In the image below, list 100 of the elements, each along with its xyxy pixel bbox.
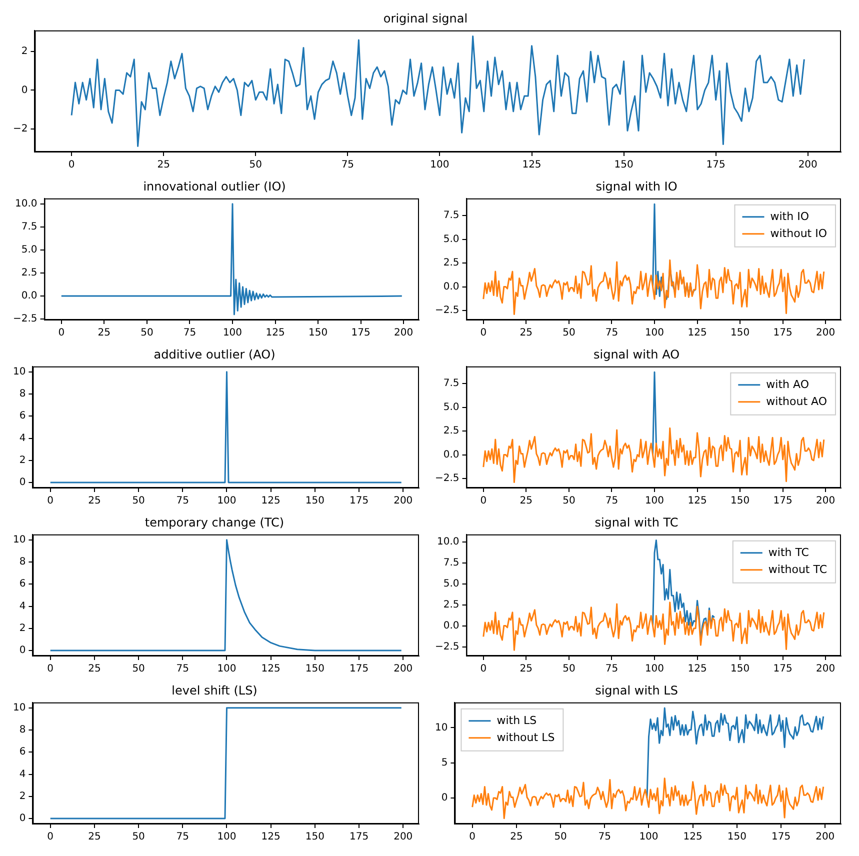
y-tick-label: 10.0 — [437, 536, 460, 548]
x-tick-label: 75 — [176, 664, 190, 675]
x-tick-label: 150 — [727, 832, 746, 843]
x-tick-label: 0 — [47, 832, 54, 843]
chart-title: innovational outlier (IO) — [143, 179, 286, 194]
x-tick-label: 150 — [308, 328, 328, 339]
x-tick-label: 175 — [349, 496, 369, 507]
y-tick-label: 6 — [19, 746, 26, 758]
x-tick-label: 0 — [47, 664, 54, 675]
legend-label: with LS — [496, 714, 537, 727]
y-tick-label: 10 — [12, 534, 26, 546]
legend-label: with AO — [766, 378, 810, 391]
y-tick-label: 10 — [12, 702, 26, 714]
x-tick-label: 75 — [183, 328, 196, 339]
x-tick-label: 100 — [430, 160, 450, 171]
x-tick-label: 75 — [605, 496, 618, 507]
chart-title: additive outlier (AO) — [154, 347, 276, 362]
legend-label: without AO — [766, 394, 828, 408]
x-tick-label: 100 — [644, 664, 664, 675]
x-tick-label: 125 — [522, 160, 542, 171]
x-tick-label: 125 — [261, 832, 280, 843]
y-tick-label: 0.0 — [443, 449, 460, 460]
x-tick-label: 200 — [816, 328, 836, 339]
chart-title: signal with AO — [593, 347, 680, 362]
chart-title: signal with LS — [595, 683, 678, 698]
x-tick-label: 125 — [683, 832, 702, 843]
y-tick-label: 0 — [441, 792, 448, 804]
x-tick-label: 50 — [562, 664, 576, 675]
x-tick-label: 0 — [469, 832, 476, 843]
x-tick-label: 0 — [480, 664, 487, 675]
y-tick-label: −2.5 — [12, 314, 38, 325]
y-tick-label: 4 — [19, 768, 26, 780]
y-tick-label: 6 — [19, 410, 26, 422]
x-tick-label: 200 — [394, 496, 413, 507]
x-tick-label: 0 — [68, 160, 75, 171]
y-tick-label: 7.5 — [443, 210, 460, 222]
x-tick-label: 200 — [394, 832, 413, 843]
x-tick-label: 175 — [773, 328, 792, 339]
y-tick-label: 6 — [19, 578, 26, 590]
x-tick-label: 25 — [520, 664, 533, 675]
y-tick-label: 0.0 — [443, 281, 460, 292]
y-tick-label: 7.5 — [443, 378, 460, 390]
x-tick-label: 175 — [706, 160, 726, 171]
y-tick-label: 4 — [19, 432, 26, 444]
chart-title: signal with TC — [594, 515, 678, 530]
chart-title: temporary change (TC) — [144, 515, 284, 530]
y-tick-label: 7.5 — [21, 222, 38, 233]
x-tick-label: 175 — [349, 664, 369, 675]
y-tick-label: 5 — [441, 757, 448, 768]
x-tick-label: 25 — [98, 328, 111, 339]
legend-label: without LS — [496, 730, 555, 744]
x-tick-label: 50 — [562, 328, 576, 339]
x-tick-label: 75 — [605, 328, 618, 339]
x-tick-label: 200 — [816, 832, 835, 843]
x-tick-label: 100 — [217, 664, 236, 675]
x-tick-label: 150 — [730, 328, 750, 339]
x-tick-label: 0 — [47, 496, 54, 507]
x-tick-label: 75 — [176, 832, 190, 843]
legend-label: without IO — [770, 226, 828, 240]
y-tick-label: −2.5 — [434, 473, 460, 484]
x-tick-label: 100 — [639, 832, 658, 843]
x-tick-label: 175 — [773, 664, 792, 675]
y-tick-label: 5.0 — [443, 402, 460, 413]
x-tick-label: 75 — [605, 664, 618, 675]
y-tick-label: 2 — [19, 454, 26, 466]
y-tick-label: 2.5 — [443, 258, 460, 269]
y-tick-label: 2 — [19, 622, 26, 634]
x-tick-label: 25 — [88, 496, 101, 507]
x-tick-label: 100 — [217, 496, 236, 507]
chart-title: signal with IO — [596, 179, 678, 194]
x-tick-label: 175 — [771, 832, 791, 843]
x-tick-label: 100 — [217, 832, 236, 843]
x-tick-label: 25 — [88, 664, 101, 675]
x-tick-label: 175 — [773, 496, 792, 507]
chart-title: level shift (LS) — [172, 683, 258, 698]
x-tick-label: 100 — [222, 328, 242, 339]
y-tick-label: 2.5 — [443, 599, 460, 610]
x-tick-label: 175 — [351, 328, 370, 339]
x-tick-label: 100 — [644, 496, 664, 507]
y-tick-label: 5.0 — [443, 234, 460, 245]
y-tick-label: 0 — [19, 813, 26, 824]
x-tick-label: 150 — [730, 664, 750, 675]
x-tick-label: 125 — [688, 328, 707, 339]
x-tick-label: 125 — [261, 664, 280, 675]
x-tick-label: 125 — [688, 496, 707, 507]
y-tick-label: 5.0 — [21, 244, 38, 256]
x-tick-label: 25 — [520, 496, 533, 507]
legend-label: with TC — [768, 546, 810, 559]
y-tick-label: 7.5 — [443, 558, 460, 569]
x-tick-label: 150 — [305, 496, 324, 507]
y-tick-label: 8 — [19, 556, 26, 568]
y-tick-label: 4 — [19, 600, 26, 612]
x-tick-label: 200 — [394, 328, 414, 339]
x-tick-label: 50 — [132, 664, 145, 675]
x-tick-label: 25 — [88, 832, 101, 843]
x-tick-label: 0 — [58, 328, 65, 339]
x-tick-label: 25 — [510, 832, 523, 843]
x-tick-label: 50 — [132, 832, 145, 843]
x-tick-label: 0 — [480, 496, 487, 507]
y-tick-label: −2.5 — [434, 305, 460, 316]
